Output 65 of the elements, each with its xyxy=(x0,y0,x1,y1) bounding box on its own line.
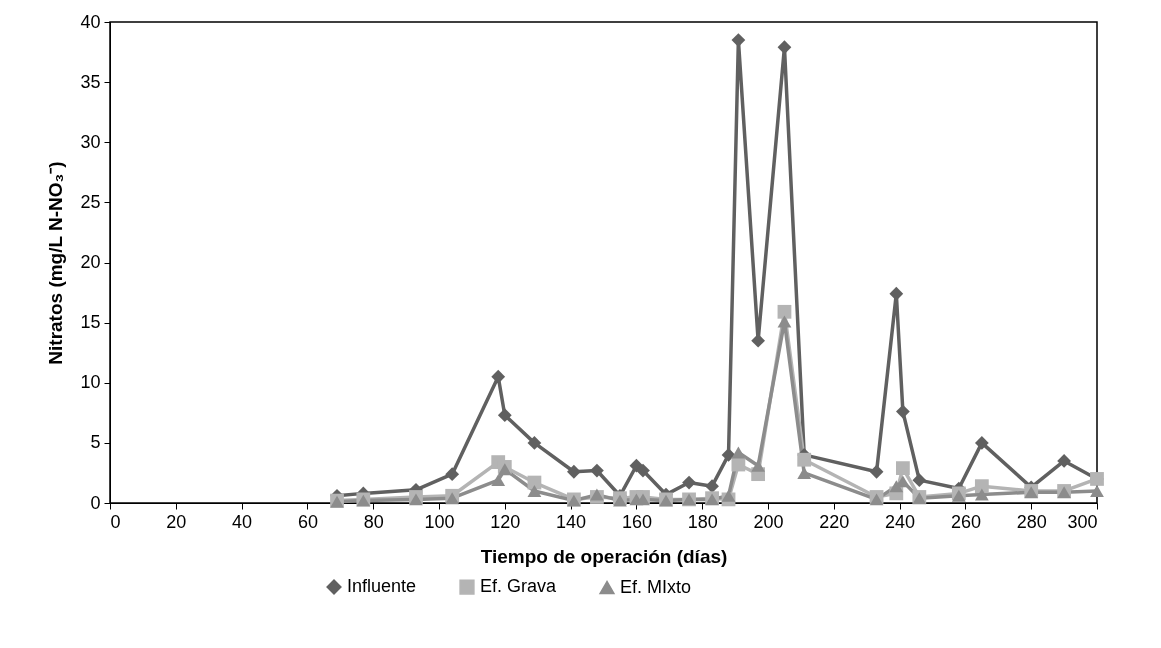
point xyxy=(1057,454,1071,468)
point xyxy=(721,489,736,502)
point xyxy=(797,452,812,467)
point xyxy=(869,464,884,479)
point xyxy=(751,333,766,348)
y-tick-label: 0 xyxy=(90,492,101,513)
point xyxy=(721,448,736,462)
point xyxy=(912,473,927,488)
point xyxy=(567,464,581,479)
point xyxy=(896,461,910,476)
point xyxy=(491,474,506,487)
point xyxy=(896,404,910,419)
x-tick-label: 180 xyxy=(687,511,718,532)
x-tick-label: 280 xyxy=(1016,511,1047,532)
x-tick-label: 120 xyxy=(490,511,521,532)
x-tick-label: 100 xyxy=(424,511,455,532)
x-axis-title: Tiempo de operación (días) xyxy=(480,545,728,567)
x-tick-label: 140 xyxy=(556,511,587,532)
x-tick-label: 40 xyxy=(232,511,253,532)
point xyxy=(590,463,604,478)
point xyxy=(636,463,650,478)
point xyxy=(705,479,719,494)
point xyxy=(491,369,506,384)
point xyxy=(497,408,512,423)
point xyxy=(974,479,989,494)
y-tick-label: 25 xyxy=(80,191,101,212)
y-tick-label: 35 xyxy=(80,71,101,92)
point xyxy=(731,33,746,47)
point xyxy=(445,467,460,482)
x-tick-label: 20 xyxy=(166,511,187,532)
y-tick-label: 10 xyxy=(80,372,101,393)
y-tick-label: 40 xyxy=(80,11,101,32)
point xyxy=(777,40,792,55)
point xyxy=(527,485,542,497)
x-tick-label: 80 xyxy=(363,511,384,532)
x-tick-label: 60 xyxy=(297,511,318,532)
x-tick-label: 220 xyxy=(819,511,850,532)
point xyxy=(974,435,989,450)
x-tick-label: 240 xyxy=(885,511,916,532)
point xyxy=(445,492,460,505)
point xyxy=(1090,485,1104,497)
point xyxy=(777,304,792,319)
y-tick-label: 20 xyxy=(80,252,101,272)
point xyxy=(527,435,542,450)
y-tick-label: 30 xyxy=(80,131,101,152)
x-tick-label: 0 xyxy=(110,511,121,532)
legend-label: Ef. MIxto xyxy=(620,576,692,597)
legend-label: Ef. Grava xyxy=(480,576,558,597)
point xyxy=(682,475,696,490)
point xyxy=(751,459,766,472)
point xyxy=(731,457,746,472)
y-axis-title: Nitratos (mg/L N-NO₃⁻) xyxy=(45,161,67,365)
point xyxy=(777,315,792,328)
point xyxy=(797,466,812,479)
x-tick-label: 260 xyxy=(950,511,981,532)
point xyxy=(974,488,989,501)
legend-label: Influente xyxy=(347,576,417,597)
x-tick-label: 160 xyxy=(621,511,652,532)
y-tick-label: 5 xyxy=(90,432,101,453)
x-tick-label: 200 xyxy=(753,511,784,532)
y-tick-label: 15 xyxy=(80,312,101,333)
point xyxy=(889,286,904,301)
x-tick-label: 300 xyxy=(1067,511,1098,532)
point xyxy=(731,446,746,459)
point xyxy=(889,480,904,493)
